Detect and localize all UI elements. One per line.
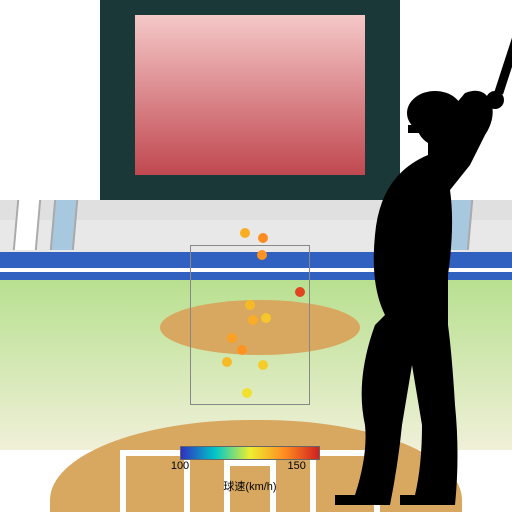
legend-label: 球速(km/h) bbox=[170, 478, 330, 494]
pitch-marker bbox=[258, 233, 268, 243]
chalk-line bbox=[120, 450, 126, 512]
pitch-marker bbox=[227, 333, 237, 343]
speed-legend: 100150 球速(km/h) bbox=[170, 446, 330, 494]
strike-zone bbox=[190, 245, 310, 405]
stadium-stairs bbox=[13, 200, 41, 250]
legend-ticks: 100150 bbox=[180, 460, 320, 476]
legend-tick: 150 bbox=[287, 460, 305, 472]
pitch-location-chart: 100150 球速(km/h) bbox=[0, 0, 512, 512]
pitch-marker bbox=[237, 345, 247, 355]
pitch-marker bbox=[242, 388, 252, 398]
pitch-marker bbox=[261, 313, 271, 323]
batter-silhouette bbox=[320, 25, 512, 505]
legend-tick: 100 bbox=[171, 460, 189, 472]
pitch-marker bbox=[222, 357, 232, 367]
pitch-marker bbox=[257, 250, 267, 260]
pitch-marker bbox=[245, 300, 255, 310]
pitch-marker bbox=[258, 360, 268, 370]
pitch-marker bbox=[248, 315, 258, 325]
pitch-marker bbox=[295, 287, 305, 297]
pitch-marker bbox=[240, 228, 250, 238]
legend-colorbar bbox=[180, 446, 320, 460]
stadium-stairs bbox=[50, 200, 78, 250]
